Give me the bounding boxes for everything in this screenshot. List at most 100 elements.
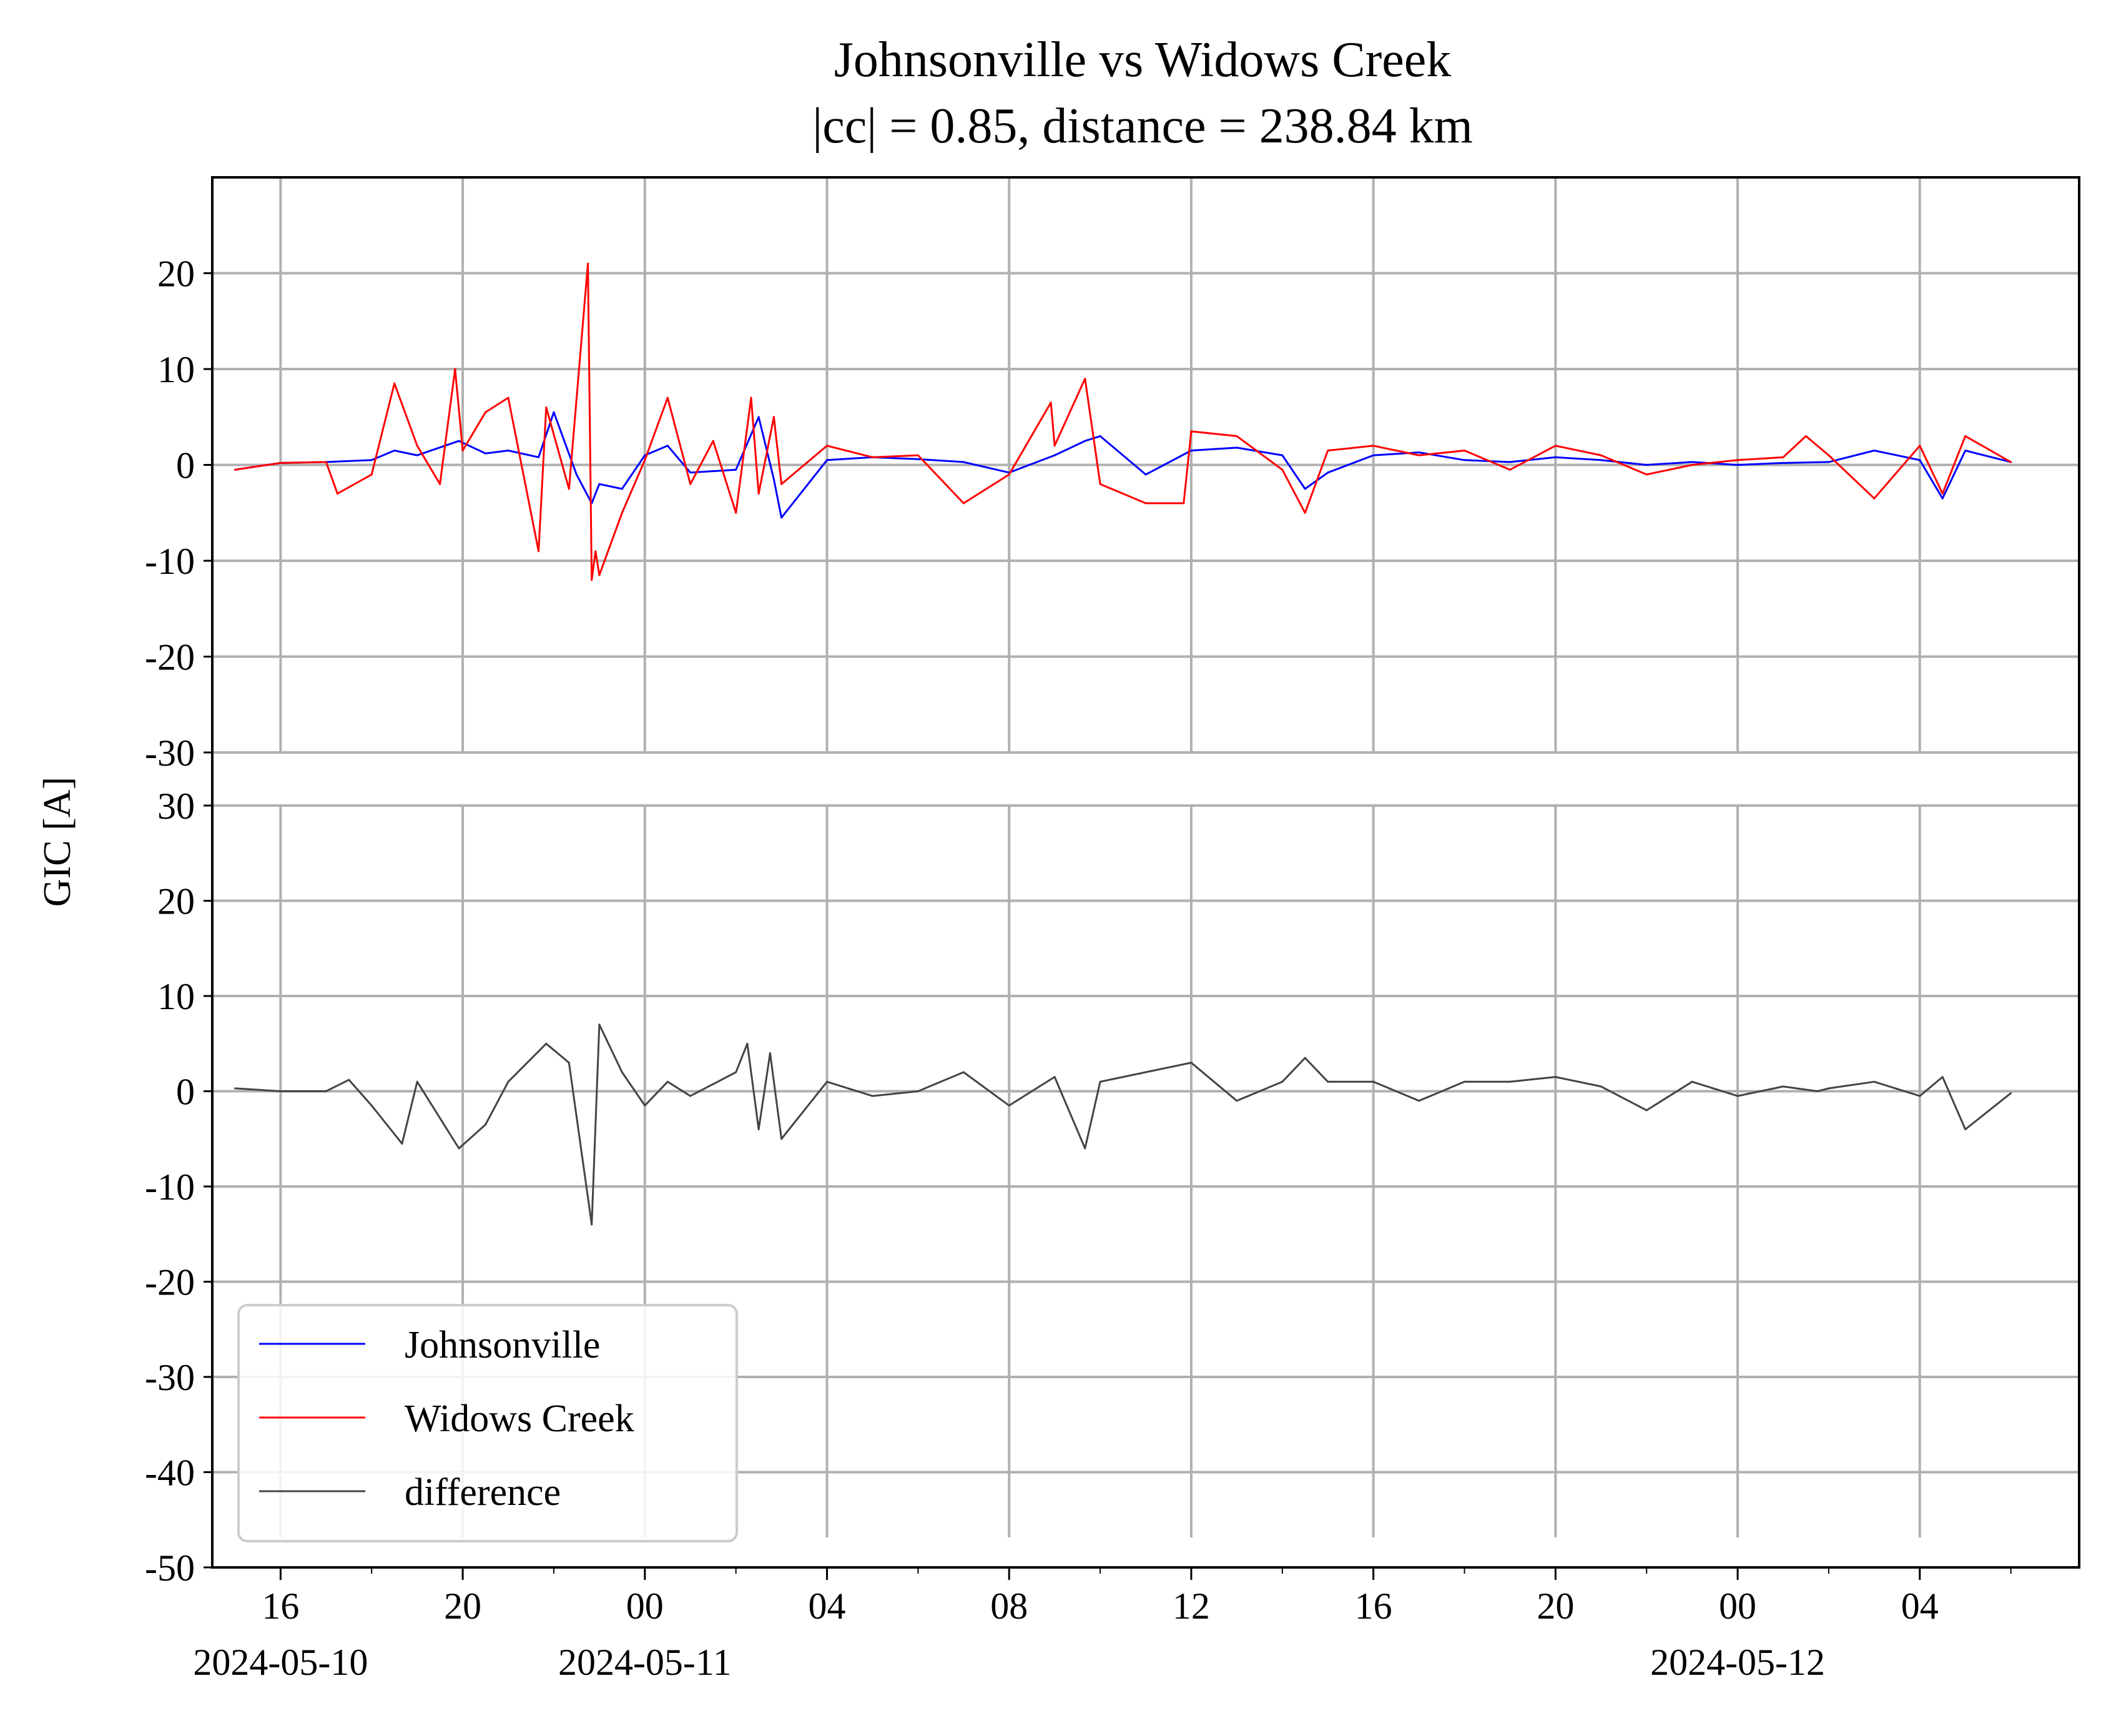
- data-point: [1372, 1080, 1375, 1083]
- y-tick-label: -30: [145, 1357, 195, 1398]
- axes-frame: [211, 176, 2080, 1569]
- data-point: [454, 368, 456, 370]
- data-point: [587, 262, 589, 265]
- data-point: [1190, 430, 1193, 433]
- data-point: [1190, 1062, 1193, 1064]
- data-point: [780, 516, 783, 519]
- data-point: [1327, 471, 1329, 474]
- data-point: [1804, 435, 1807, 437]
- legend-label-johnsonville: Johnsonville: [405, 1324, 600, 1366]
- data-point: [644, 459, 646, 461]
- legend-label-widows-creek: Widows Creek: [405, 1398, 634, 1440]
- x-tick-label: 00: [1719, 1586, 1756, 1627]
- data-point: [644, 454, 646, 456]
- x-tick-label: 12: [1173, 1586, 1210, 1627]
- data-point: [591, 579, 593, 581]
- data-point: [538, 456, 540, 458]
- data-point: [1053, 1076, 1056, 1078]
- data-point: [1782, 1085, 1784, 1088]
- bottom-series: [234, 1023, 2012, 1226]
- y-tick-label: 20: [157, 881, 195, 922]
- data-point: [1873, 1080, 1876, 1083]
- data-point: [1099, 435, 1101, 437]
- data-point: [757, 416, 760, 418]
- data-point: [1304, 488, 1306, 490]
- data-point: [1236, 446, 1238, 449]
- data-point: [370, 459, 373, 461]
- x-date-label: 2024-05-12: [1650, 1642, 1825, 1683]
- top-y-ticks: 20 10 0 -10 -20 -30: [145, 254, 212, 774]
- data-point: [917, 1090, 919, 1092]
- chart-subtitle: |cc| = 0.85, distance = 238.84 km: [812, 99, 1473, 154]
- data-point: [553, 411, 555, 413]
- y-tick-label: 10: [157, 349, 195, 390]
- data-point: [962, 461, 965, 463]
- data-point: [644, 1104, 646, 1107]
- y-tick-label: 0: [176, 445, 195, 486]
- data-point: [1782, 461, 1784, 464]
- data-point: [1691, 464, 1693, 466]
- data-point: [2010, 461, 2012, 463]
- data-point: [568, 488, 570, 490]
- data-point: [507, 450, 509, 451]
- data-point: [666, 445, 669, 447]
- chart-title: Johnsonville vs Widows Creek: [834, 32, 1452, 87]
- data-point: [917, 454, 919, 456]
- series-line-widows-creek: [235, 262, 2012, 581]
- data-point: [538, 550, 540, 553]
- legend-box: [237, 1304, 738, 1542]
- data-point: [1828, 454, 1830, 456]
- data-point: [1964, 435, 1967, 437]
- data-point: [1281, 468, 1284, 471]
- y-tick-label: -10: [145, 1166, 195, 1208]
- data-point: [746, 1042, 749, 1045]
- data-point: [1964, 1128, 1967, 1130]
- data-point: [545, 406, 548, 408]
- data-point: [594, 550, 597, 553]
- data-point: [279, 1090, 282, 1092]
- data-point: [917, 458, 919, 460]
- data-point: [1099, 483, 1101, 485]
- data-point: [1464, 1080, 1465, 1083]
- data-point: [591, 1223, 593, 1226]
- data-point: [461, 450, 464, 451]
- data-point: [1464, 450, 1465, 451]
- data-point: [1600, 1085, 1602, 1088]
- data-point: [826, 445, 828, 447]
- data-point: [1736, 459, 1739, 461]
- data-point: [337, 493, 338, 495]
- data-point: [1144, 473, 1147, 476]
- data-point: [439, 483, 441, 485]
- y-tick-label: 30: [157, 786, 195, 827]
- data-point: [507, 397, 509, 399]
- data-point: [1008, 473, 1010, 476]
- data-point: [1645, 464, 1648, 466]
- y-tick-label: -50: [145, 1547, 195, 1589]
- data-point: [1554, 456, 1557, 458]
- data-point: [826, 459, 828, 461]
- x-tick-label: 20: [1537, 1586, 1574, 1627]
- data-point: [370, 473, 373, 476]
- data-point: [1327, 1080, 1329, 1083]
- data-point: [416, 445, 418, 447]
- data-point: [1464, 459, 1465, 461]
- data-point: [757, 493, 760, 495]
- data-point: [416, 1080, 418, 1083]
- bottom-y-ticks: 30 20 10 0 -10 -20 -30 -40 -50: [145, 786, 212, 1589]
- data-point: [1919, 1095, 1921, 1097]
- data-point: [1919, 459, 1921, 461]
- data-point: [234, 468, 236, 471]
- y-tick-label: -10: [145, 541, 195, 582]
- data-point: [1418, 451, 1420, 453]
- legend: Johnsonville Widows Creek difference: [237, 1304, 738, 1542]
- y-tick-label: 0: [176, 1072, 195, 1113]
- data-point: [1941, 493, 1944, 495]
- y-tick-label: 20: [157, 254, 195, 295]
- data-point: [1736, 464, 1739, 466]
- data-point: [1084, 440, 1086, 442]
- data-point: [1050, 402, 1052, 404]
- x-tick-label: 16: [262, 1586, 299, 1627]
- data-point: [772, 416, 775, 418]
- x-tick-label: 04: [809, 1586, 846, 1627]
